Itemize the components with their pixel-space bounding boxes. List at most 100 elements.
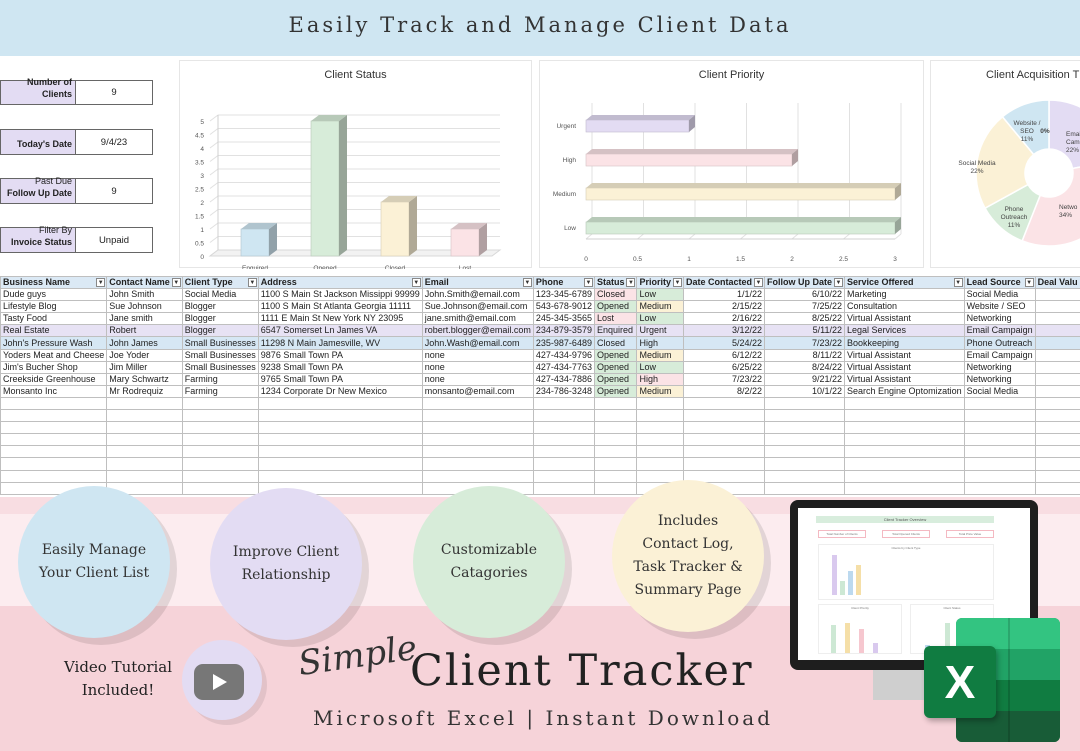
table-cell[interactable]: Jim Miller <box>106 360 183 374</box>
table-cell[interactable]: 10/1/22 <box>764 384 846 398</box>
table-cell[interactable]: Dude guys <box>0 288 108 302</box>
table-cell[interactable]: High <box>636 372 684 386</box>
table-cell[interactable]: Creekside Greenhouse <box>0 372 108 386</box>
table-cell[interactable]: Search Engine Optomization <box>844 384 965 398</box>
table-cell[interactable]: Closed <box>593 288 638 302</box>
empty-cell[interactable] <box>181 457 259 471</box>
client-priority-chart[interactable]: Client Priority 0 0.5 1 1.5 2 2.5 3 Urgent High M… <box>539 60 924 268</box>
table-cell[interactable]: 6547 Somerset Ln James VA <box>257 324 423 338</box>
empty-cell[interactable] <box>181 481 259 495</box>
empty-cell[interactable] <box>593 457 638 471</box>
empty-cell[interactable] <box>844 421 965 435</box>
summary-value[interactable]: 9 <box>111 87 117 98</box>
table-cell[interactable]: Mr Rodrequiz <box>106 384 183 398</box>
empty-cell[interactable] <box>532 421 595 435</box>
filter-dropdown-icon[interactable]: ▼ <box>583 278 593 287</box>
empty-cell[interactable] <box>257 469 423 483</box>
table-cell[interactable]: Networking <box>963 360 1036 374</box>
table-cell[interactable]: Medium <box>636 348 684 362</box>
table-cell[interactable]: 1100 S Main St Jackson Missippi 99999 <box>257 288 423 302</box>
filter-dropdown-icon[interactable]: ▼ <box>411 278 421 287</box>
empty-cell[interactable] <box>0 445 108 459</box>
client-acquisition-chart[interactable]: Client Acquisition T EmaiCampai22%Netwo3… <box>930 60 1080 268</box>
empty-cell[interactable] <box>1034 481 1080 495</box>
empty-cell[interactable] <box>844 457 965 471</box>
table-cell[interactable]: High <box>636 336 684 350</box>
table-cell[interactable]: 2/16/22 <box>682 312 766 326</box>
empty-cell[interactable] <box>593 433 638 447</box>
empty-cell[interactable] <box>1034 445 1080 459</box>
table-cell[interactable]: Marketing <box>844 288 965 302</box>
empty-cell[interactable] <box>532 433 595 447</box>
table-cell[interactable]: 8/25/22 <box>764 312 846 326</box>
table-cell[interactable]: Blogger <box>181 324 259 338</box>
table-cell[interactable]: Lost <box>593 312 638 326</box>
table-cell[interactable] <box>1034 312 1080 326</box>
empty-cell[interactable] <box>963 421 1036 435</box>
empty-cell[interactable] <box>963 469 1036 483</box>
empty-cell[interactable] <box>181 409 259 423</box>
table-cell[interactable]: Legal Services <box>844 324 965 338</box>
table-cell[interactable]: Small Businesses <box>181 360 259 374</box>
empty-cell[interactable] <box>106 445 183 459</box>
table-cell[interactable]: Website / SEO <box>963 300 1036 314</box>
table-cell[interactable]: John's Pressure Wash <box>0 336 108 350</box>
table-cell[interactable]: Robert <box>106 324 183 338</box>
empty-cell[interactable] <box>421 421 534 435</box>
table-cell[interactable]: Small Businesses <box>181 348 259 362</box>
table-cell[interactable]: 2/15/22 <box>682 300 766 314</box>
table-cell[interactable]: Urgent <box>636 324 684 338</box>
table-cell[interactable]: John Smith <box>106 288 183 302</box>
client-status-chart[interactable]: Client Status 0 0.5 1 1.5 2 2.5 3 3.5 4 4.5 5 Enqui… <box>179 60 532 269</box>
filter-dropdown-icon[interactable]: ▼ <box>834 278 844 287</box>
table-cell[interactable]: Sue Johnson <box>106 300 183 314</box>
table-cell[interactable]: 8/24/22 <box>764 360 846 374</box>
empty-cell[interactable] <box>593 409 638 423</box>
table-cell[interactable]: 9/21/22 <box>764 372 846 386</box>
column-header[interactable]: Phone ▼ <box>532 276 595 290</box>
empty-cell[interactable] <box>257 433 423 447</box>
empty-cell[interactable] <box>257 457 423 471</box>
empty-cell[interactable] <box>963 457 1036 471</box>
table-cell[interactable]: Bookkeeping <box>844 336 965 350</box>
youtube-play-icon[interactable] <box>194 664 244 700</box>
table-cell[interactable]: Lifestyle Blog <box>0 300 108 314</box>
empty-cell[interactable] <box>0 421 108 435</box>
empty-cell[interactable] <box>257 445 423 459</box>
empty-cell[interactable] <box>1034 469 1080 483</box>
empty-cell[interactable] <box>844 409 965 423</box>
table-cell[interactable]: 11298 N Main Jamesville, WV <box>257 336 423 350</box>
empty-cell[interactable] <box>682 445 766 459</box>
empty-cell[interactable] <box>1034 457 1080 471</box>
empty-cell[interactable] <box>764 396 846 411</box>
table-cell[interactable]: Small Businesses <box>181 336 259 350</box>
table-cell[interactable]: 245-345-3565 <box>532 312 595 326</box>
table-cell[interactable]: Networking <box>963 372 1036 386</box>
empty-cell[interactable] <box>682 457 766 471</box>
table-cell[interactable] <box>1034 324 1080 338</box>
column-header[interactable]: Date Contacted ▼ <box>682 276 766 290</box>
table-cell[interactable]: robert.blogger@email.com <box>421 324 534 338</box>
column-header[interactable]: Client Type ▼ <box>181 276 259 290</box>
empty-cell[interactable] <box>0 469 108 483</box>
column-header[interactable]: Email ▼ <box>421 276 534 290</box>
table-cell[interactable]: Email Campaign <box>963 324 1036 338</box>
table-cell[interactable]: 123-345-6789 <box>532 288 595 302</box>
column-header[interactable]: Service Offered ▼ <box>844 276 965 290</box>
empty-cell[interactable] <box>963 396 1036 411</box>
table-cell[interactable]: 1111 E Main St New York NY 23095 <box>257 312 423 326</box>
table-cell[interactable]: none <box>421 372 534 386</box>
filter-dropdown-icon[interactable]: ▼ <box>1024 278 1034 287</box>
empty-cell[interactable] <box>532 457 595 471</box>
table-cell[interactable] <box>1034 384 1080 398</box>
table-cell[interactable]: 234-879-3579 <box>532 324 595 338</box>
table-cell[interactable]: 5/11/22 <box>764 324 846 338</box>
empty-cell[interactable] <box>682 409 766 423</box>
table-cell[interactable]: John.Wash@email.com <box>421 336 534 350</box>
empty-cell[interactable] <box>0 433 108 447</box>
column-header[interactable]: Business Name ▼ <box>0 276 108 290</box>
empty-cell[interactable] <box>106 433 183 447</box>
empty-cell[interactable] <box>257 421 423 435</box>
empty-cell[interactable] <box>636 433 684 447</box>
empty-cell[interactable] <box>106 469 183 483</box>
